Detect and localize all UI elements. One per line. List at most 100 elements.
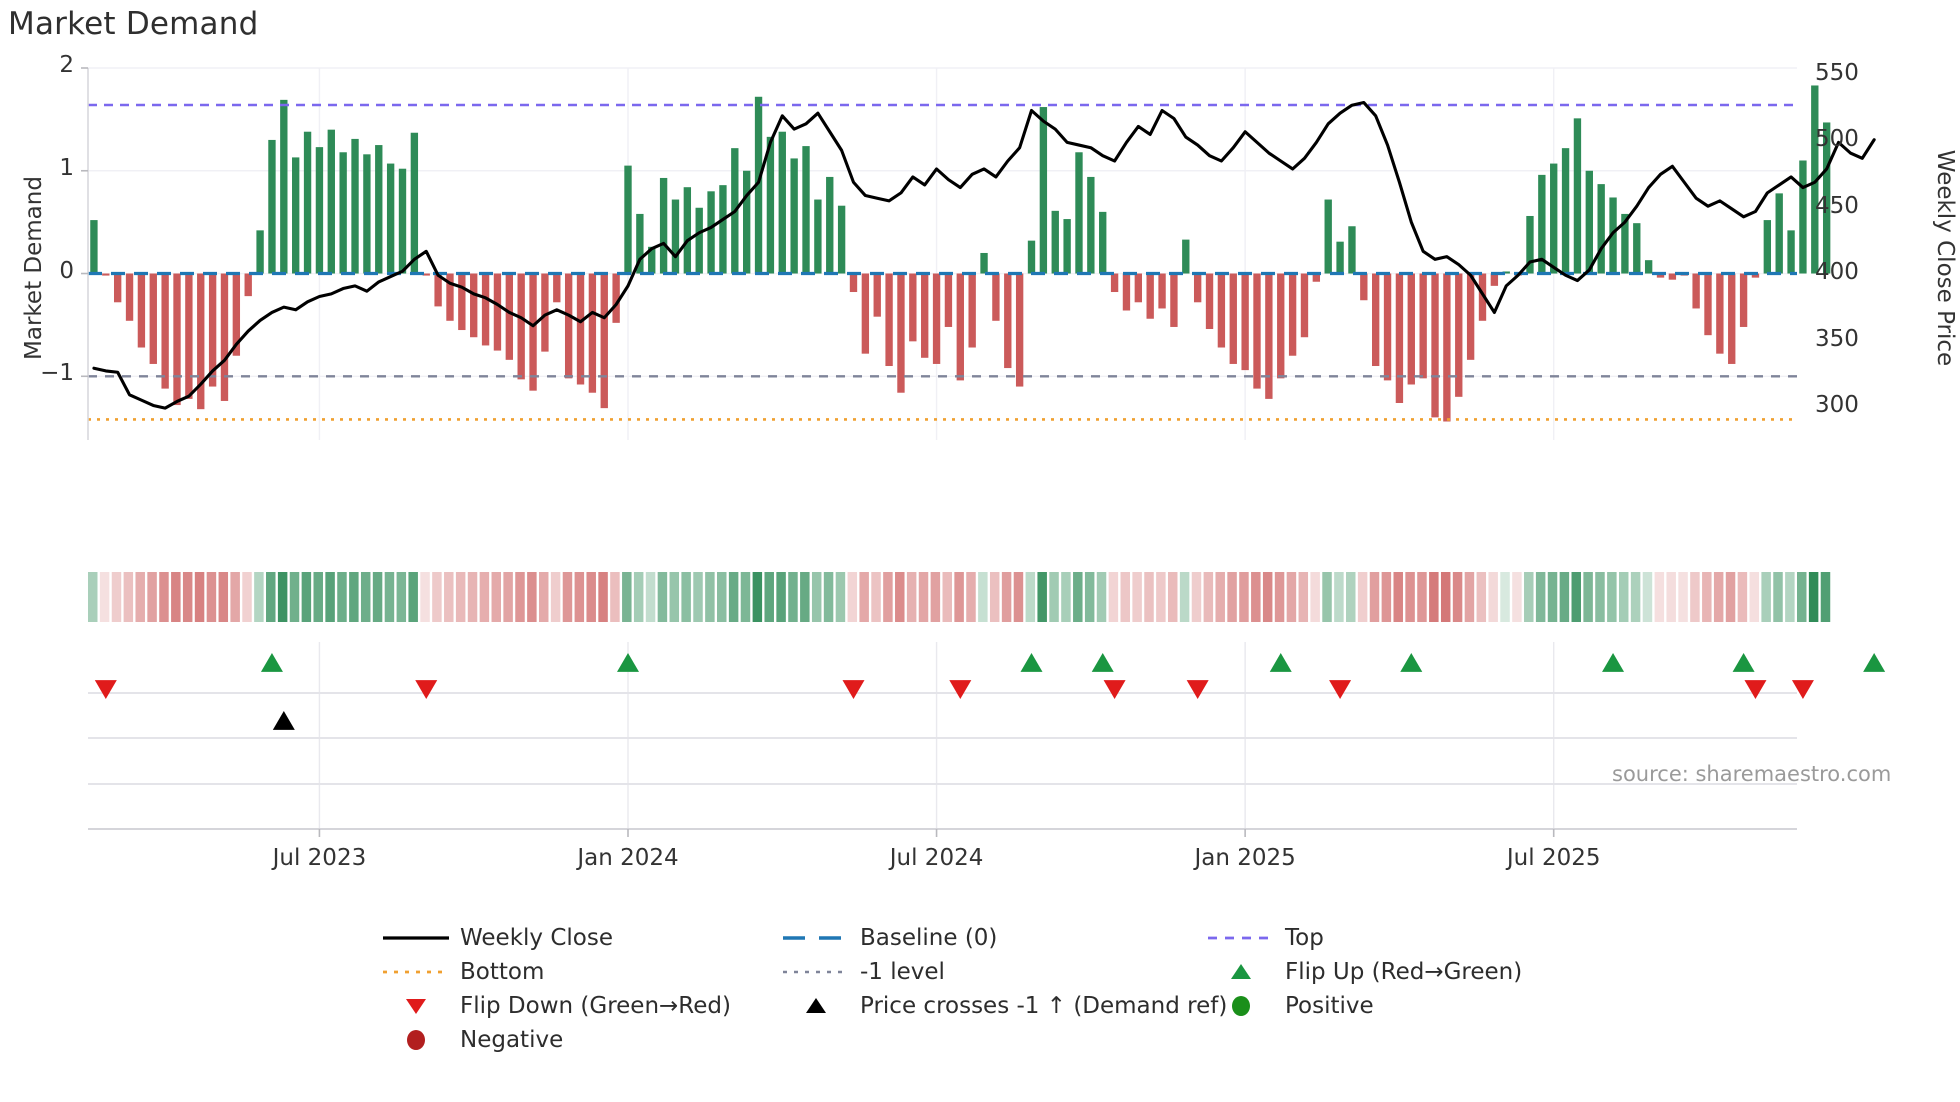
heatmap-cell (989, 572, 1000, 622)
heatmap-cell (242, 572, 252, 622)
legend-item[interactable]: Flip Down (Green→Red) (380, 993, 780, 1019)
flip-down-marker[interactable] (1329, 680, 1352, 699)
demand-bar-negative (944, 273, 953, 327)
heatmap-cell (1274, 572, 1285, 622)
demand-bar-negative (1277, 273, 1285, 379)
flip-down-marker[interactable] (1186, 680, 1209, 699)
legend-item[interactable]: Positive (1205, 993, 1605, 1019)
demand-bar-negative (921, 273, 929, 358)
heatmap-cell (88, 572, 98, 622)
demand-bar-negative (113, 273, 122, 303)
price-cross-marker[interactable] (272, 711, 295, 730)
demand-bar-positive (1324, 199, 1332, 274)
heatmap-cell (1251, 572, 1261, 622)
demand-bar-positive (1633, 223, 1641, 274)
heatmap-cell (349, 572, 359, 622)
demand-bar-positive (1075, 152, 1083, 274)
demand-bar-negative (1360, 273, 1368, 301)
demand-bar-positive (1182, 239, 1190, 274)
demand-bar-negative (600, 273, 608, 409)
y-axis-left-tick-label: 0 (59, 257, 74, 284)
heatmap-cell (159, 572, 169, 622)
demand-bar-positive (386, 163, 395, 274)
flip-up-marker[interactable] (260, 653, 283, 672)
demand-bar-negative (1431, 273, 1439, 418)
demand-bar-negative (1300, 273, 1309, 338)
demand-bar-positive (315, 147, 324, 274)
demand-bar-positive (683, 187, 692, 274)
heatmap-cell (313, 572, 323, 622)
demand-bar-negative (1312, 273, 1321, 282)
heatmap-cell (550, 572, 561, 622)
legend-item[interactable]: Baseline (0) (780, 925, 1205, 951)
heatmap-cell (1239, 572, 1249, 622)
demand-bar-positive (1585, 170, 1593, 274)
demand-bar-positive (1775, 193, 1783, 274)
heatmap-cell (1215, 572, 1225, 622)
demand-bar-negative (1407, 273, 1415, 385)
heatmap-cell (135, 572, 145, 622)
heatmap-cell (633, 572, 644, 622)
flip-up-marker[interactable] (1020, 653, 1043, 672)
source-watermark: source: sharemaestro.com (1612, 762, 1892, 786)
heatmap-cell (1737, 572, 1748, 622)
flip-down-marker[interactable] (94, 680, 117, 699)
flip-up-marker[interactable] (1091, 653, 1114, 672)
legend-item[interactable]: Flip Up (Red→Green) (1205, 959, 1605, 985)
x-axis-tick-label: Jan 2024 (577, 845, 679, 871)
flip-down-marker[interactable] (415, 680, 438, 699)
legend-item[interactable]: Negative (380, 1027, 780, 1053)
heatmap-cell (764, 572, 774, 622)
legend-item-label: -1 level (860, 959, 945, 985)
heatmap-cell (942, 572, 952, 622)
triangle-up-icon (806, 998, 826, 1013)
demand-bar-negative (517, 273, 525, 380)
demand-bar-positive (980, 252, 988, 274)
flip-up-marker[interactable] (616, 653, 639, 672)
legend-item[interactable]: Weekly Close (380, 925, 780, 951)
flip-up-marker[interactable] (1269, 653, 1292, 672)
flip-down-marker[interactable] (1791, 680, 1814, 699)
legend-item[interactable]: -1 level (780, 959, 1205, 985)
flip-up-marker[interactable] (1602, 653, 1625, 672)
heatmap-cell (823, 572, 834, 622)
heatmap-cell (1797, 572, 1807, 622)
heatmap-cell (455, 572, 466, 622)
heatmap-cell (740, 572, 751, 622)
heatmap-cell (1761, 572, 1771, 622)
flip-down-marker[interactable] (842, 680, 865, 699)
demand-bar-negative (197, 273, 205, 410)
heatmap-cell (99, 572, 110, 622)
flip-up-marker[interactable] (1863, 653, 1886, 672)
flip-down-marker[interactable] (1744, 680, 1767, 699)
demand-bar-negative (1751, 273, 1760, 278)
legend-item[interactable]: Price crosses -1 ↑ (Demand ref) (780, 993, 1227, 1019)
heatmap-cell (835, 572, 846, 622)
demand-bar-positive (268, 139, 276, 274)
legend-item-label: Weekly Close (460, 925, 613, 951)
heatmap-cell (930, 572, 941, 622)
heatmap-cell (527, 572, 537, 622)
demand-bar-negative (1146, 273, 1154, 319)
demand-bar-negative (1692, 273, 1700, 309)
demand-bar-positive (802, 146, 810, 274)
demand-bar-positive (1811, 85, 1819, 274)
flip-up-marker[interactable] (1732, 653, 1755, 672)
demand-bar-negative (932, 273, 941, 364)
flip-down-marker[interactable] (1103, 680, 1126, 699)
heatmap-cell (218, 572, 229, 622)
heatmap-cell (503, 572, 513, 622)
heatmap-cell (1618, 572, 1629, 622)
flip-down-marker[interactable] (949, 680, 972, 699)
heatmap-cell (1203, 572, 1214, 622)
heatmap-cell (954, 572, 964, 622)
legend-item[interactable]: Top (1205, 925, 1605, 951)
heatmap-cell (610, 572, 620, 622)
demand-bar-negative (493, 273, 502, 351)
demand-bar-positive (790, 158, 798, 274)
heatmap-cell (111, 572, 122, 622)
heatmap-cell (1476, 572, 1487, 622)
heatmap-cell (1452, 572, 1463, 622)
legend-item[interactable]: Bottom (380, 959, 780, 985)
flip-up-marker[interactable] (1400, 653, 1423, 672)
